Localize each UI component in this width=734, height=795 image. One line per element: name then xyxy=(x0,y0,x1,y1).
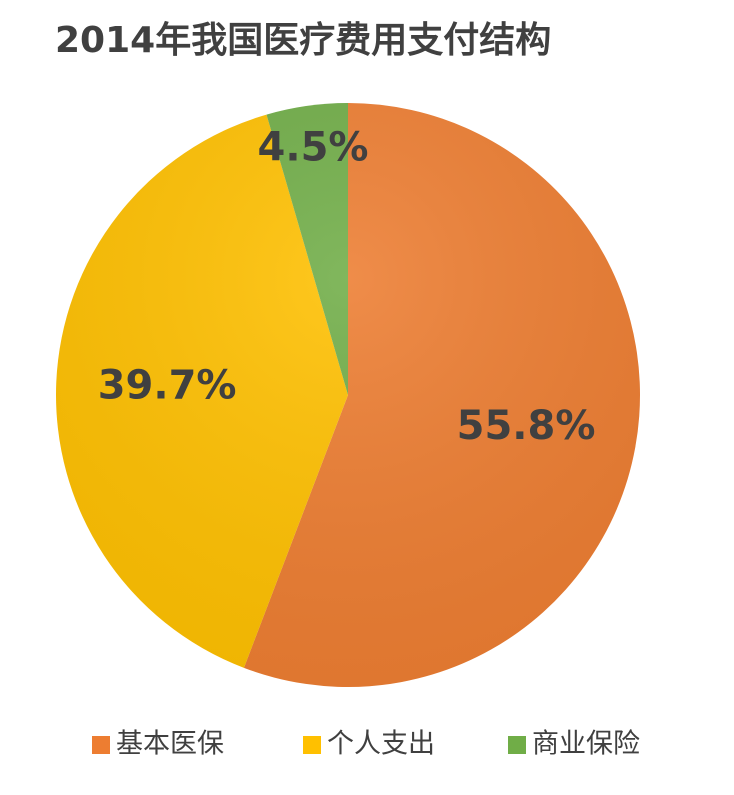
data-label: 4.5% xyxy=(258,124,369,170)
data-label: 55.8% xyxy=(457,403,596,449)
legend-swatch xyxy=(508,736,526,754)
legend-label: 商业保险 xyxy=(532,729,640,760)
legend-swatch xyxy=(92,736,110,754)
legend-swatch xyxy=(303,736,321,754)
legend-label: 个人支出 xyxy=(327,729,435,760)
chart-title: 2014年我国医疗费用支付结构 xyxy=(55,20,551,61)
data-label: 39.7% xyxy=(98,363,237,409)
legend-label: 基本医保 xyxy=(116,729,224,760)
